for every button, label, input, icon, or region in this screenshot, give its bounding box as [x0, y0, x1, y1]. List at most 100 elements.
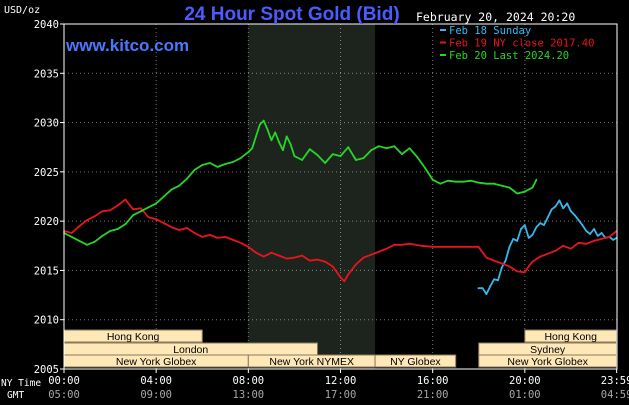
- data-point-s2-11: [147, 206, 150, 209]
- x-tick-label-ny: 12:00: [325, 375, 357, 387]
- x-tick-label-gmt: 01:00: [509, 389, 541, 401]
- data-point-s1-58: [523, 271, 526, 274]
- data-point-s2-63: [500, 184, 503, 187]
- data-point-s2-55: [439, 182, 442, 185]
- y-tick-label: 2035: [34, 68, 59, 80]
- data-point-s2-15: [178, 184, 181, 187]
- y-tick-label: 2025: [34, 167, 59, 179]
- data-point-s0-29: [589, 233, 591, 235]
- data-point-s0-16: [539, 222, 542, 225]
- data-point-s2-53: [424, 167, 426, 169]
- y-tick-label: 2010: [34, 315, 59, 327]
- data-point-s0-1: [481, 287, 484, 290]
- data-point-s2-26: [255, 135, 257, 138]
- data-point-s1-11: [147, 216, 150, 219]
- data-point-s2-27: [259, 123, 261, 126]
- data-point-s2-49: [393, 145, 396, 148]
- data-point-s0-22: [562, 207, 565, 210]
- data-point-s2-57: [454, 180, 457, 183]
- data-point-s1-7: [116, 204, 119, 207]
- data-point-s0-14: [531, 234, 534, 236]
- data-point-s1-60: [531, 260, 534, 263]
- data-point-s1-13: [162, 222, 165, 225]
- data-point-s2-59: [470, 179, 472, 182]
- data-point-s0-17: [543, 224, 545, 227]
- data-point-s0-8: [508, 245, 511, 248]
- data-point-s1-18: [201, 236, 204, 238]
- data-point-s1-55: [500, 262, 503, 265]
- data-point-s2-65: [516, 192, 519, 195]
- data-point-s0-3: [489, 285, 492, 288]
- data-point-s2-46: [370, 149, 373, 152]
- data-point-s2-29: [266, 128, 269, 131]
- data-point-s0-0: [477, 287, 480, 290]
- session-label: London: [173, 344, 208, 356]
- x-tick-label-ny: 20:00: [509, 375, 541, 387]
- data-point-s2-37: [301, 159, 303, 161]
- data-point-s2-44: [355, 159, 357, 161]
- data-point-s2-12: [155, 202, 158, 205]
- data-point-s1-28: [278, 254, 280, 257]
- y-tick-label: 2015: [34, 265, 59, 277]
- data-point-s1-49: [443, 245, 446, 248]
- data-point-s2-58: [462, 180, 465, 183]
- data-point-s2-18: [201, 164, 204, 166]
- data-point-s1-42: [378, 250, 380, 253]
- data-point-s0-20: [554, 205, 557, 208]
- data-point-s1-10: [139, 207, 142, 210]
- data-point-s1-27: [270, 251, 273, 254]
- x-axis: 00:00 05:00 04:00 09:00 08:00 13:00 12:00 17:00…: [48, 369, 629, 401]
- session-label: New York Globex: [507, 356, 588, 368]
- data-point-s1-34: [324, 260, 326, 263]
- session-label: NY Globex: [390, 356, 441, 368]
- data-point-s1-23: [239, 241, 242, 244]
- data-point-s0-10: [516, 240, 519, 242]
- data-point-s1-16: [186, 227, 188, 229]
- session-label: New York NYMEX: [269, 356, 354, 368]
- data-point-s1-54: [493, 259, 495, 262]
- data-point-s1-51: [466, 245, 469, 248]
- data-point-s0-28: [585, 230, 588, 232]
- data-point-s1-4: [93, 215, 96, 218]
- highlight-band: [248, 24, 376, 369]
- data-point-s0-6: [500, 266, 503, 269]
- data-point-s0-24: [570, 210, 572, 213]
- data-point-s1-66: [577, 241, 580, 244]
- y-tick-label: 2030: [34, 118, 59, 130]
- data-point-s1-14: [170, 226, 173, 229]
- data-point-s0-23: [566, 202, 568, 205]
- data-point-s1-69: [600, 238, 603, 240]
- x-tick-label-ny: 23:59: [601, 375, 629, 387]
- data-point-s0-2: [485, 293, 488, 295]
- data-point-s2-67: [531, 186, 534, 189]
- data-point-s2-38: [308, 148, 311, 151]
- data-point-s1-3: [86, 219, 88, 222]
- data-point-s1-50: [454, 245, 457, 248]
- data-point-s1-8: [124, 198, 127, 201]
- data-point-s0-30: [593, 228, 595, 230]
- data-point-s2-14: [170, 188, 173, 191]
- data-point-s1-30: [293, 256, 296, 259]
- data-point-s1-37: [343, 280, 346, 283]
- data-point-s2-48: [385, 147, 388, 150]
- data-point-s2-40: [324, 162, 326, 164]
- data-point-s0-19: [550, 208, 553, 211]
- data-point-s1-2: [78, 225, 81, 228]
- data-point-s1-12: [155, 218, 158, 221]
- data-point-s2-31: [274, 131, 277, 134]
- data-point-s1-40: [362, 256, 365, 259]
- y-tick-label: 2020: [34, 216, 59, 228]
- data-point-s1-31: [301, 254, 303, 257]
- data-point-s1-67: [585, 242, 588, 245]
- data-point-s1-46: [408, 242, 411, 245]
- data-point-s2-21: [224, 163, 227, 165]
- data-point-s1-21: [224, 236, 227, 238]
- price-series: [63, 119, 618, 296]
- gmt-label: GMT: [7, 390, 24, 401]
- data-point-s1-36: [339, 276, 342, 279]
- data-point-s2-2: [78, 240, 81, 242]
- data-point-s2-25: [251, 147, 254, 150]
- data-point-s2-41: [331, 153, 334, 156]
- data-point-s1-43: [385, 247, 388, 250]
